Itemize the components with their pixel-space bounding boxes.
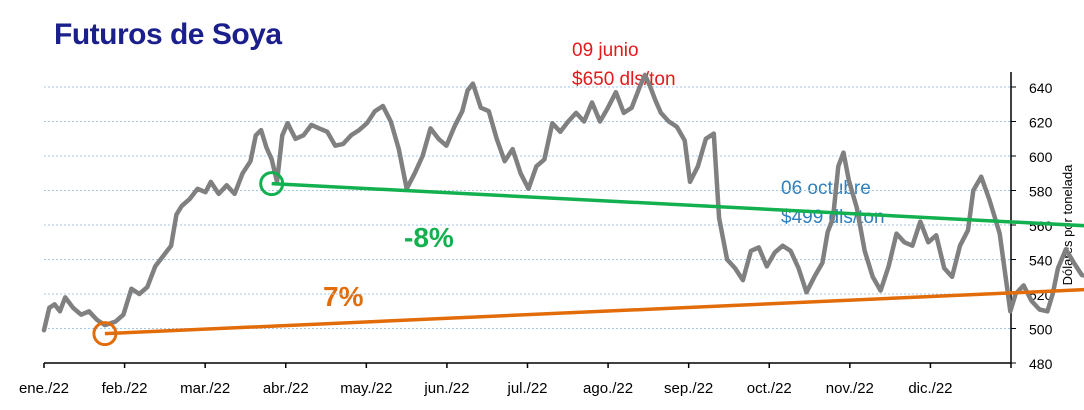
y-tick-label: 560 bbox=[1029, 218, 1053, 234]
x-tick-label: jul./22 bbox=[506, 380, 547, 397]
y-tick-label: 480 bbox=[1029, 356, 1053, 372]
x-tick-label: sep./22 bbox=[664, 380, 713, 397]
x-tick-label: nov./22 bbox=[826, 380, 874, 397]
y-tick-label: 640 bbox=[1029, 80, 1053, 96]
y-tick-label: 500 bbox=[1029, 322, 1053, 338]
x-tick-label: may./22 bbox=[340, 380, 392, 397]
x-tick-label: oct./22 bbox=[747, 380, 792, 397]
x-tick-label: abr./22 bbox=[263, 380, 309, 397]
x-tick-label: ago./22 bbox=[583, 380, 633, 397]
x-tick-label: feb./22 bbox=[102, 380, 148, 397]
y-tick-label: 540 bbox=[1029, 253, 1053, 269]
increase-percentage-label: 7% bbox=[323, 281, 364, 312]
price-series-line bbox=[41, 72, 1084, 333]
y-tick-label: 580 bbox=[1029, 184, 1053, 200]
x-tick-label: mar./22 bbox=[180, 380, 230, 397]
y-tick-label: 600 bbox=[1029, 149, 1053, 165]
x-tick-label: ene./22 bbox=[19, 380, 69, 397]
x-tick-label: jun./22 bbox=[423, 380, 469, 397]
peak-annotation-date: 09 junio bbox=[572, 40, 639, 61]
y-tick-label: 620 bbox=[1029, 115, 1053, 131]
decline-percentage-label: -8% bbox=[404, 222, 454, 253]
increase-trend-arrow bbox=[104, 287, 1084, 336]
decline-start-marker bbox=[259, 171, 285, 197]
increase-start-marker bbox=[92, 321, 118, 347]
decline-trend-arrow bbox=[271, 181, 1084, 228]
x-tick-label: dic./22 bbox=[908, 380, 952, 397]
chart-title: Futuros de Soya bbox=[54, 18, 282, 51]
